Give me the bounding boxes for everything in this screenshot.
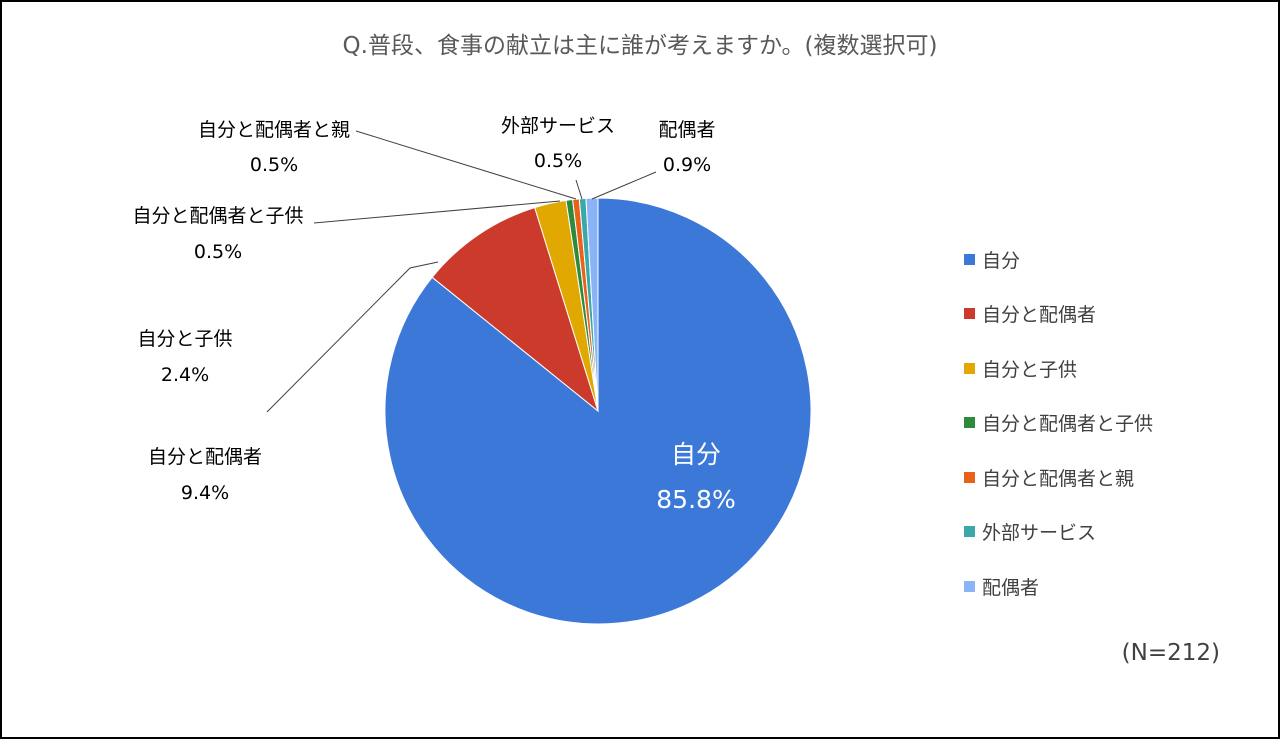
pie-slice-self-spouse xyxy=(431,206,599,413)
data-label-category-spouse: 配偶者 xyxy=(658,119,715,141)
legend-swatch-self xyxy=(964,253,975,265)
pie-slice-self xyxy=(384,197,812,625)
pie-slices xyxy=(384,197,812,625)
legend-item-self: 自分 xyxy=(964,232,1153,287)
legend-label-self-spouse-child: 自分と配偶者と子供 xyxy=(982,413,1154,436)
data-label-category-self-spouse-parent: 自分と配偶者と親 xyxy=(198,119,350,141)
legend-swatch-self-spouse-child xyxy=(964,417,975,429)
leader-line-external-service xyxy=(575,179,583,200)
legend: 自分自分と配偶者 自分と子供自分と配偶者と子供 自分と配偶者と親 外部サービス 配偶者 xyxy=(964,232,1153,614)
legend-swatch-self-spouse xyxy=(964,308,975,320)
legend-swatch-self-child xyxy=(964,362,975,374)
legend-label-self-spouse-parent: 自分と配偶者と親 xyxy=(982,467,1135,490)
data-labels: 自分 85.8% 自分と配偶者 9.4% 自分と子供 2.4% 自分と配偶者と子供 0.5% 自… xyxy=(132,115,735,514)
legend-swatch-external-service xyxy=(964,526,975,538)
data-label-value-external-service: 0.5% xyxy=(534,150,582,172)
data-label-category-self-spouse-child: 自分と配偶者と子供 xyxy=(132,205,303,227)
data-label-category-self-spouse: 自分と配偶者 xyxy=(148,446,262,468)
chart-title: Q.普段、食事の献立は主に誰が考えますか。(複数選択可) xyxy=(342,33,938,59)
data-label-category-self: 自分 xyxy=(671,440,721,469)
legend-label-self-spouse: 自分と配偶者 xyxy=(982,304,1097,327)
leader-line-spouse xyxy=(591,171,657,200)
legend-item-spouse: 配偶者 xyxy=(964,559,1153,614)
legend-item-self-spouse: 自分と配偶者 xyxy=(964,287,1153,342)
legend-item-self-spouse-child: 自分と配偶者と子供 xyxy=(964,396,1153,451)
legend-label-external-service: 外部サービス xyxy=(982,522,1097,545)
legend-label-self: 自分 xyxy=(982,249,1021,272)
leader-line-self-spouse xyxy=(266,261,439,413)
data-label-value-self-spouse-parent: 0.5% xyxy=(250,154,298,176)
sample-size-note: (N=212) xyxy=(1121,640,1220,666)
legend-swatch-spouse xyxy=(964,580,975,592)
leader-lines xyxy=(266,130,657,413)
data-label-category-self-child: 自分と子供 xyxy=(137,328,232,350)
data-label-value-spouse: 0.9% xyxy=(663,154,711,176)
legend-label-spouse: 配偶者 xyxy=(982,576,1040,599)
legend-item-self-spouse-parent: 自分と配偶者と親 xyxy=(964,450,1153,505)
data-label-value-self: 85.8% xyxy=(656,485,735,514)
leader-line-self-spouse-child xyxy=(313,200,561,224)
legend-item-self-child: 自分と子供 xyxy=(964,341,1153,396)
legend-swatch-self-spouse-parent xyxy=(964,471,975,483)
data-label-value-self-child: 2.4% xyxy=(161,364,209,386)
data-label-category-external-service: 外部サービス xyxy=(501,115,615,137)
data-label-value-self-spouse: 9.4% xyxy=(181,482,229,504)
pie-slice-spouse xyxy=(585,197,599,412)
legend-label-self-child: 自分と子供 xyxy=(982,358,1078,381)
leader-line-self-spouse-parent xyxy=(355,130,577,200)
legend-item-external-service: 外部サービス xyxy=(964,505,1153,560)
data-label-value-self-spouse-child: 0.5% xyxy=(194,241,242,263)
